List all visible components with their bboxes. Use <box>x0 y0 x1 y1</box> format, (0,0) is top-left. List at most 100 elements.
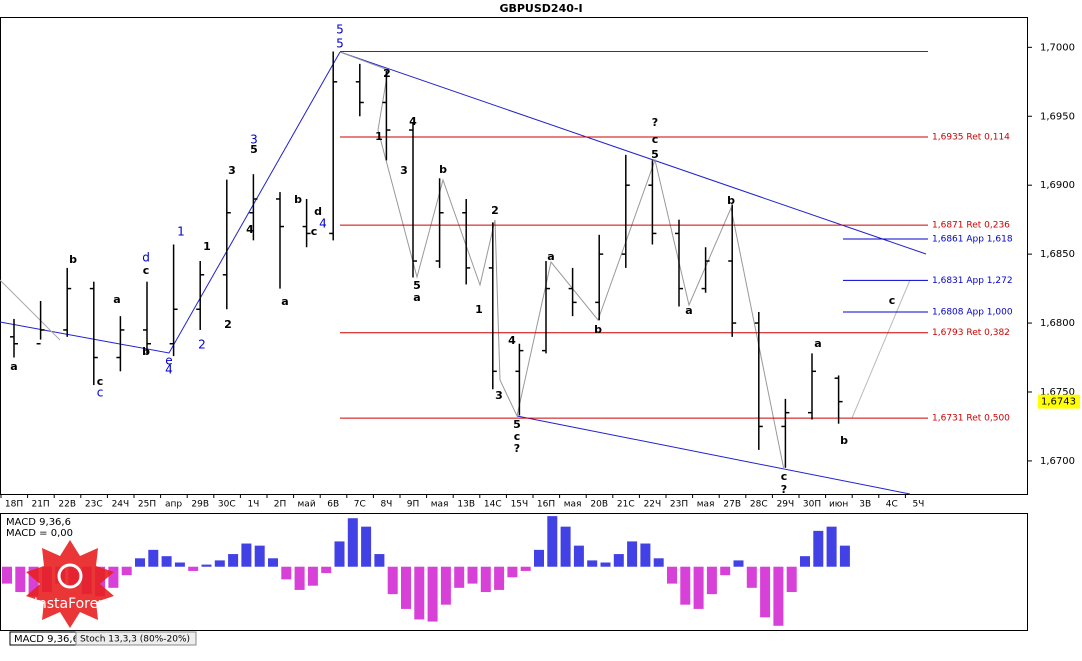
x-tick-label: 20В <box>590 500 608 510</box>
wave-line <box>851 279 911 419</box>
x-tick-label: 9П <box>407 500 420 510</box>
level-label: 1,6935 Ret 0,114 <box>932 132 1010 142</box>
tab[interactable] <box>75 631 197 646</box>
level-label: 1,6793 Ret 0,382 <box>932 328 1010 338</box>
macd-bar <box>839 545 850 567</box>
macd-bar <box>733 560 744 567</box>
wave-label: c <box>97 386 104 400</box>
wave-label: a <box>547 250 554 263</box>
chart-title: GBPUSD240-I <box>499 2 582 15</box>
macd-bar <box>573 545 584 567</box>
macd-bar <box>746 566 757 588</box>
wave-label: a <box>685 304 692 317</box>
wave-label: 2 <box>198 338 206 352</box>
macd-bar <box>307 566 318 586</box>
wave-label: 2 <box>224 318 232 331</box>
x-tick-label: май <box>298 500 316 510</box>
wave-label: 4 <box>165 363 173 377</box>
x-tick-label: 2П <box>274 500 287 510</box>
x-tick-label: 25П <box>138 500 156 510</box>
x-tick-label: 30С <box>218 500 236 510</box>
wave-label: a <box>281 295 288 308</box>
x-tick-label: 28С <box>750 500 768 510</box>
logo-icon <box>57 563 83 589</box>
wave-line <box>0 279 61 341</box>
macd-bar <box>494 566 505 590</box>
macd-bar <box>414 566 425 620</box>
macd-bar <box>680 566 691 605</box>
macd-bar <box>254 545 265 567</box>
wave-label: a <box>10 360 17 373</box>
wave-label: 2 <box>491 204 499 217</box>
macd-bar <box>2 566 12 584</box>
macd-bar <box>640 543 651 567</box>
wave-label: b <box>69 253 77 266</box>
y-tick-label: 1,6900 <box>1040 180 1075 191</box>
x-tick-label: 4С <box>886 500 898 510</box>
x-tick-label: 6В <box>327 500 339 510</box>
tab-label[interactable]: Stoch 13,3,3 (80%-20%) <box>80 635 190 645</box>
level-label: 1,6831 App 1,272 <box>932 276 1013 286</box>
macd-bar <box>587 560 598 567</box>
macd-bar <box>760 566 771 618</box>
wave-label: b <box>439 163 447 176</box>
macd-bar <box>374 554 385 567</box>
wave-label: 5 <box>336 37 344 51</box>
macd-bar <box>467 566 478 584</box>
x-tick-label: 5Ч <box>912 500 924 510</box>
x-tick-label: июн <box>829 500 848 510</box>
x-tick-label: 1Ч <box>247 500 259 510</box>
wave-label: d <box>314 205 322 218</box>
macd-bar <box>826 526 837 567</box>
wave-label: ? <box>652 116 658 129</box>
wave-label: 5 <box>413 279 421 292</box>
wave-label: c <box>652 133 659 146</box>
macd-bar <box>321 566 332 574</box>
macd-bar <box>401 566 411 609</box>
macd-bar <box>667 566 677 584</box>
macd-bar <box>560 526 571 567</box>
x-tick-label: 15Ч <box>511 500 529 510</box>
wave-label: b <box>294 193 302 206</box>
wave-label: 5 <box>513 418 521 431</box>
macd-bar <box>653 558 664 567</box>
x-tick-label: мая <box>697 500 715 510</box>
wave-label: 1 <box>475 303 483 316</box>
wave-label: 2 <box>383 67 391 80</box>
x-tick-label: 8Ч <box>380 500 392 510</box>
macd-bar <box>28 566 39 597</box>
wave-lines <box>0 51 927 495</box>
tab-label[interactable]: MACD 9,36,6 <box>14 634 79 645</box>
macd-bar <box>800 556 810 567</box>
x-tick-label: 23С <box>85 500 103 510</box>
logo-star <box>26 540 114 628</box>
x-tick-label: 22В <box>58 500 76 510</box>
wave-label: 1 <box>203 240 211 253</box>
wave-label: 4 <box>409 115 417 128</box>
macd-frame <box>0 513 1028 631</box>
macd-bar <box>720 566 731 576</box>
macd-bar <box>507 566 518 578</box>
last-price-box <box>1038 394 1080 409</box>
macd-title: MACD 9,36,6 <box>6 517 71 528</box>
macd-bar <box>214 560 225 567</box>
wave-label: 5 <box>250 143 258 156</box>
wave-label: c <box>889 294 896 307</box>
wave-label: 4 <box>246 223 254 236</box>
macd-bar <box>627 541 638 567</box>
macd-bar <box>613 554 624 567</box>
macd-value: MACD = 0,00 <box>6 528 73 539</box>
wave-label: c <box>781 470 788 483</box>
wave-label: 3 <box>400 164 408 177</box>
macd-bar <box>188 566 199 571</box>
macd-bar <box>693 566 704 609</box>
y-tick-label: 1,6850 <box>1040 249 1075 260</box>
macd-bar <box>281 566 292 580</box>
macd-bar <box>520 566 531 571</box>
y-tick-label: 1,6750 <box>1040 387 1075 398</box>
macd-bar <box>547 516 558 567</box>
macd-bar <box>201 564 212 567</box>
wave-label: a <box>413 291 420 304</box>
macd-bar <box>228 554 239 567</box>
macd-bar <box>15 566 26 593</box>
